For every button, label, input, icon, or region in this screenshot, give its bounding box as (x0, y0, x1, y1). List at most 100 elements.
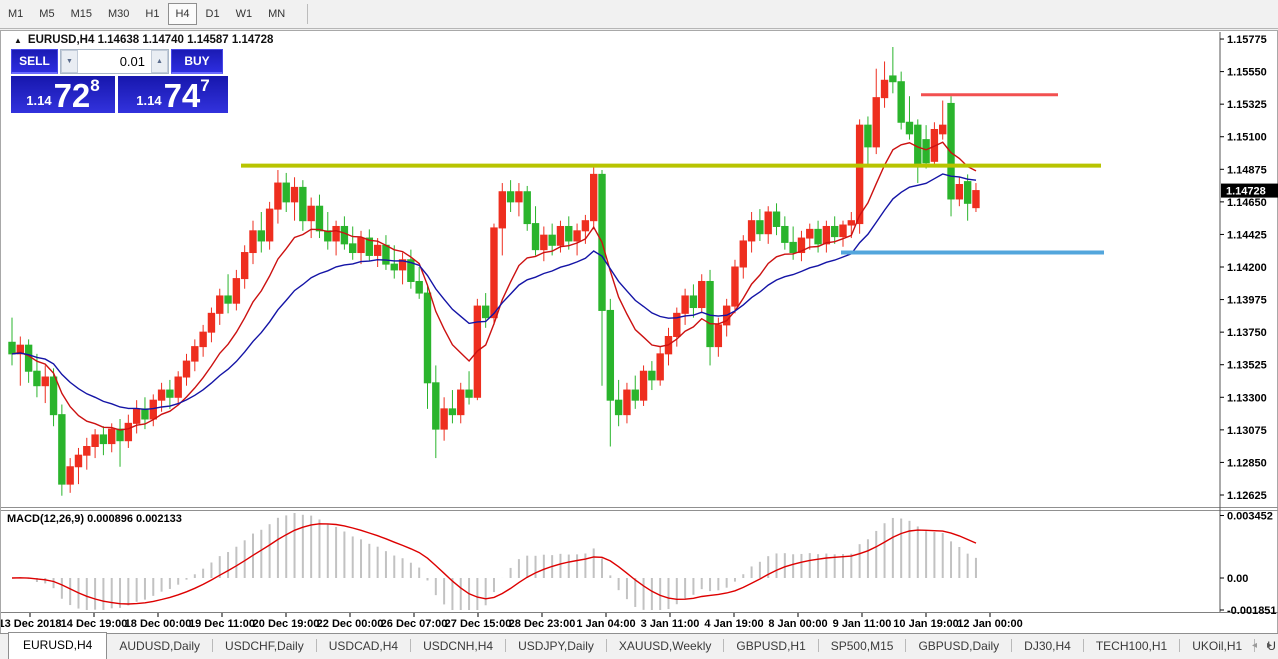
volume-decrease-icon[interactable]: ▼ (61, 50, 78, 73)
symbol-tab-USDCAD-H4[interactable]: USDCAD,H4 (328, 639, 399, 653)
svg-text:0.00: 0.00 (1227, 573, 1248, 585)
svg-text:1.14728: 1.14728 (1226, 186, 1266, 198)
svg-text:1.13525: 1.13525 (1227, 360, 1267, 372)
svg-text:18 Dec 00:00: 18 Dec 00:00 (125, 618, 192, 630)
svg-text:1.15325: 1.15325 (1227, 99, 1267, 111)
tab-divider (410, 639, 412, 652)
buy-price-button[interactable]: 1.14 74 7 (118, 76, 228, 113)
svg-text:1.13300: 1.13300 (1227, 392, 1267, 404)
symbol-tab-bar: EURUSD,H4 AUDUSD,Daily USDCHF,Daily USDCAD,… (0, 632, 1278, 659)
timeframe-button-H4[interactable]: H4 (168, 3, 197, 25)
buy-price-prefix: 1.14 (136, 93, 162, 108)
candles-layer (8, 46, 980, 496)
toolbar-divider (307, 4, 309, 24)
svg-text:19 Dec 11:00: 19 Dec 11:00 (189, 618, 255, 630)
svg-text:14 Dec 19:00: 14 Dec 19:00 (61, 618, 128, 630)
chart-frame-lines (1, 507, 1278, 613)
tab-divider (315, 639, 317, 652)
tab-divider (723, 639, 725, 652)
svg-text:1.14200: 1.14200 (1227, 262, 1267, 274)
chart-canvas[interactable]: 1.15775 1.15550 1.15325 1.15100 1.14875 1.146… (0, 30, 1278, 633)
symbol-collapse-icon[interactable]: ▲ (14, 35, 22, 45)
sell-price-main: 72 (53, 76, 91, 114)
tab-divider (1254, 639, 1256, 652)
svg-text:9 Jan 11:00: 9 Jan 11:00 (833, 618, 892, 630)
buy-price-main: 74 (163, 76, 201, 114)
svg-text:1.14875: 1.14875 (1227, 164, 1267, 176)
buy-price-pip: 7 (200, 76, 210, 95)
symbol-tab-UKOil-H1[interactable]: UKOil,H1 (1192, 639, 1243, 653)
price-axis[interactable]: 1.15775 1.15550 1.15325 1.15100 1.14875 1.146… (1219, 32, 1278, 612)
volume-input[interactable] (78, 50, 151, 73)
symbol-tab-USDJPY-Daily[interactable]: USDJPY,Daily (518, 639, 594, 653)
symbol-tab-GBPUSD-H1[interactable]: GBPUSD,H1 (736, 639, 806, 653)
svg-text:28 Dec 23:00: 28 Dec 23:00 (509, 618, 576, 630)
timeframe-button-H1[interactable]: H1 (145, 8, 160, 20)
sell-button[interactable]: SELL (11, 49, 58, 74)
svg-text:1.13750: 1.13750 (1227, 327, 1267, 339)
sell-price-pip: 8 (90, 76, 100, 95)
svg-text:26 Dec 07:00: 26 Dec 07:00 (381, 618, 448, 630)
svg-text:8 Jan 00:00: 8 Jan 00:00 (768, 618, 827, 630)
symbol-tab-SP500-M15[interactable]: SP500,M15 (830, 639, 894, 653)
symbol-tab-USDCHF-Daily[interactable]: USDCHF,Daily (225, 639, 304, 653)
tab-divider (905, 639, 907, 652)
svg-text:-0.001851: -0.001851 (1227, 605, 1277, 617)
symbol-tab-TECH100-H1[interactable]: TECH100,H1 (1095, 639, 1168, 653)
timeframe-toolbar: M1 M5 M15 M30 H1 H4 D1 W1 MN (0, 0, 1278, 29)
sell-price-prefix: 1.14 (26, 93, 52, 108)
symbol-tab-DJ30-H4[interactable]: DJ30,H4 (1024, 639, 1071, 653)
timeframe-button-M15[interactable]: M15 (70, 8, 92, 20)
chart-title-row: ▲ EURUSD,H4 1.14638 1.14740 1.14587 1.14… (14, 34, 273, 46)
svg-text:12 Jan 00:00: 12 Jan 00:00 (957, 618, 1022, 630)
symbol-tab-XAUUSD-Weekly[interactable]: XAUUSD,Weekly (618, 639, 712, 653)
svg-text:1.15775: 1.15775 (1227, 34, 1267, 46)
buy-button[interactable]: BUY (171, 49, 223, 74)
svg-text:22 Dec 00:00: 22 Dec 00:00 (317, 618, 384, 630)
timeframe-button-M5[interactable]: M5 (39, 8, 55, 20)
volume-increase-icon[interactable]: ▲ (151, 50, 168, 73)
sell-price-button[interactable]: 1.14 72 8 (11, 76, 115, 113)
timeframe-button-M1[interactable]: M1 (8, 8, 24, 20)
svg-text:13 Dec 2018: 13 Dec 2018 (1, 618, 62, 630)
tab-divider (1179, 639, 1181, 652)
tab-divider (505, 639, 507, 652)
macd-panel: 0.003452 0.00 -0.001851 MACD(12,26,9) 0.000… (7, 511, 1277, 617)
svg-text:27 Dec 15:00: 27 Dec 15:00 (445, 618, 512, 630)
tab-divider (817, 639, 819, 652)
svg-text:1.15100: 1.15100 (1227, 132, 1267, 144)
moving-averages-layer (11, 141, 977, 431)
price-chart[interactable]: 1.15775 1.15550 1.15325 1.15100 1.14875 1.146… (1, 31, 1278, 634)
timeframe-button-W1[interactable]: W1 (235, 8, 253, 20)
svg-text:1 Jan 04:00: 1 Jan 04:00 (576, 618, 635, 630)
svg-text:1.15550: 1.15550 (1227, 67, 1267, 79)
svg-text:10 Jan 19:00: 10 Jan 19:00 (893, 618, 958, 630)
symbol-tab-USDCNH-H4[interactable]: USDCNH,H4 (423, 639, 494, 653)
svg-text:1.14425: 1.14425 (1227, 229, 1267, 241)
symbol-tab-AUDUSD-Daily[interactable]: AUDUSD,Daily (119, 639, 201, 653)
svg-text:0.003452: 0.003452 (1227, 511, 1273, 523)
symbol-tabs: EURUSD,H4 AUDUSD,Daily USDCHF,Daily USDCAD,… (0, 632, 1278, 659)
svg-text:3 Jan 11:00: 3 Jan 11:00 (641, 618, 700, 630)
symbol-tab-EURUSD-H4[interactable]: EURUSD,H4 (8, 632, 108, 659)
timeframe-button-MN[interactable]: MN (268, 8, 286, 20)
tab-divider (1011, 639, 1013, 652)
svg-text:1.12850: 1.12850 (1227, 457, 1267, 469)
timeframe-button-M30[interactable]: M30 (107, 8, 130, 20)
symbol-tab-GBPUSD-Daily[interactable]: GBPUSD,Daily (918, 639, 1000, 653)
svg-text:20 Dec 19:00: 20 Dec 19:00 (253, 618, 320, 630)
chart-title: EURUSD,H4 1.14638 1.14740 1.14587 1.1472… (27, 34, 274, 46)
svg-text:1.13975: 1.13975 (1227, 295, 1267, 307)
timeframe-button-D1[interactable]: D1 (205, 8, 220, 20)
tab-scroll-right-icon[interactable]: ▸ (1266, 640, 1272, 651)
one-click-trading-panel: SELL ▼ ▲ BUY 1.14 72 8 1.14 74 7 (11, 49, 229, 113)
symbol-tab-U[interactable]: U (1267, 639, 1276, 653)
trendlines-layer[interactable] (241, 93, 1104, 255)
svg-text:1.14650: 1.14650 (1227, 197, 1267, 209)
svg-text:4 Jan 19:00: 4 Jan 19:00 (704, 618, 763, 630)
tab-divider (212, 639, 214, 652)
tab-scroll-left-icon[interactable]: ◂ (1251, 640, 1257, 651)
volume-box: ▼ ▲ (60, 49, 169, 74)
